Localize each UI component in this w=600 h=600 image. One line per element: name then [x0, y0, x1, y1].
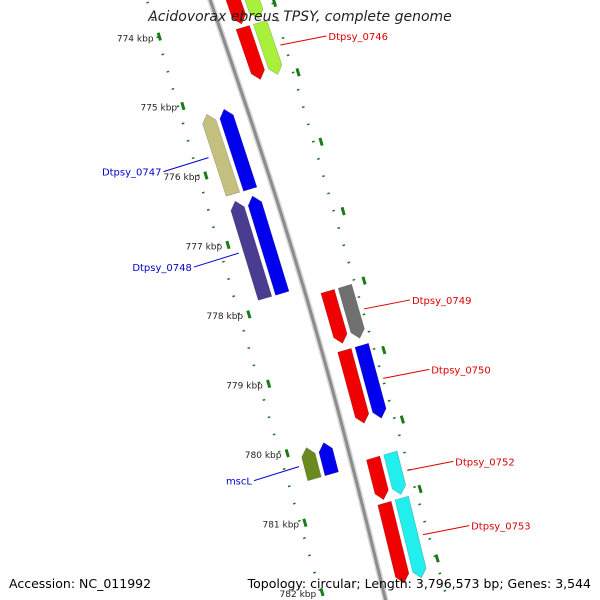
map-title: Acidovorax ebreus TPSY, complete genome	[148, 9, 452, 25]
gene-label: Dtpsy_0749	[412, 296, 472, 307]
scale-tick	[225, 240, 231, 250]
scale-tick	[180, 101, 186, 111]
scale-tick-label: 782 kbp	[280, 590, 317, 600]
scale-tick-label: 780 kbp	[245, 451, 282, 461]
scale-line-right	[270, 0, 447, 594]
gene-label: Dtpsy_0750	[431, 365, 491, 376]
gene-label-leader	[193, 252, 240, 268]
gene-arrow-g0745	[225, 0, 247, 25]
gene-label: Dtpsy_0748	[132, 263, 192, 274]
gene-cog-block-g0750	[354, 342, 387, 419]
gene-label-leader	[363, 299, 411, 310]
gene-label-leader	[163, 157, 209, 173]
gene-label: Dtpsy_0746	[328, 32, 388, 43]
gene-cog-block-g0752	[383, 450, 407, 496]
scale-tick	[203, 171, 209, 180]
scale-tick	[246, 310, 252, 319]
scale-line-left	[146, 1, 324, 600]
gene-label: Dtpsy_0752	[455, 457, 515, 468]
gene-arrow-g0752	[366, 455, 389, 501]
gene-cog-block-g0745	[244, 0, 264, 20]
scale-tick	[417, 484, 423, 494]
scale-tick	[381, 345, 387, 355]
scale-tick	[302, 518, 308, 527]
gene-arrow-g0753	[377, 500, 410, 584]
gene-label-leader	[253, 466, 300, 482]
scale-tick-label: 777 kbp	[186, 243, 223, 253]
scale-tick-label: 781 kbp	[262, 520, 299, 530]
gene-arrow-g0747	[219, 108, 258, 192]
gene-label-leader	[280, 35, 327, 46]
gene-arrow-g0750	[337, 348, 370, 424]
gene-cog-block-g0749	[337, 283, 365, 339]
scale-tick	[272, 0, 278, 8]
gene-cog-block-g0747	[202, 113, 241, 197]
scale-tick	[319, 587, 325, 597]
scale-tick-label: 778 kbp	[206, 312, 243, 322]
gene-arrow-g0748	[247, 195, 290, 296]
gene-label: mscL	[226, 477, 252, 488]
gene-cog-block-g0746	[252, 20, 283, 75]
scale-tick-label: 779 kbp	[226, 381, 263, 391]
genome-summary-text: Topology: circular; Length: 3,796,573 bp…	[247, 576, 591, 591]
gene-label: Dtpsy_0753	[471, 522, 531, 533]
scale-tick	[156, 32, 162, 41]
backbone-line	[208, 0, 388, 600]
scale-tick	[340, 206, 346, 216]
scale-tick	[399, 415, 405, 424]
accession-text: Accession: NC_011992	[9, 576, 152, 591]
scale-tick-label: 775 kbp	[140, 104, 177, 114]
gene-label-leader	[423, 525, 470, 536]
gene-label-leader	[383, 368, 430, 379]
gene-label: Dtpsy_0747	[102, 168, 162, 179]
gene-cog-block-g0748	[230, 200, 273, 301]
gene-label-leader	[407, 460, 454, 471]
gene-cog-block-gmscL	[301, 447, 322, 482]
scale-tick-label: 776 kbp	[163, 173, 200, 183]
gene-cog-block-g0753	[394, 495, 427, 579]
scale-tick	[318, 137, 324, 147]
scale-tick	[295, 68, 301, 77]
gene-arrow-g0746	[235, 25, 265, 80]
gene-arrow-g0749	[320, 289, 348, 344]
scale-tick	[284, 448, 290, 458]
scale-tick	[434, 554, 440, 563]
scale-tick-label: 774 kbp	[117, 34, 154, 44]
scale-tick	[266, 379, 272, 389]
scale-tick	[361, 276, 367, 285]
backbone-shadow	[207, 0, 389, 600]
gene-arrow-gmscL	[318, 442, 339, 477]
